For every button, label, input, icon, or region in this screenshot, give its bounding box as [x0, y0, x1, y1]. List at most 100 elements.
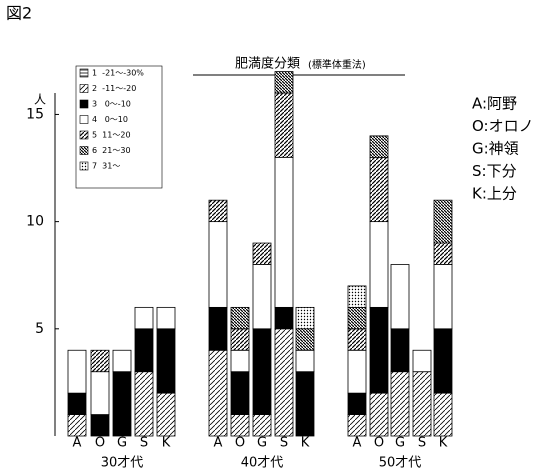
x-tick-label: S [140, 436, 148, 451]
site-legend-label: K:上分 [472, 185, 517, 203]
bar-segment [156, 328, 176, 394]
y-tick-label: 15 [26, 106, 44, 122]
legend-label: 4 0～10 [92, 115, 128, 124]
chart-title: 肥満度分類 [235, 56, 300, 72]
y-tick-label: 10 [26, 214, 44, 230]
bar-segment [274, 156, 294, 308]
legend-swatch [79, 68, 89, 78]
bar-segment [230, 349, 250, 373]
bar-segment [90, 349, 110, 373]
bar-segment [112, 371, 132, 437]
x-tick-label: S [418, 436, 426, 451]
figure-label: 図2 [6, 4, 32, 23]
bar-segment [252, 414, 272, 437]
bar-segment [156, 392, 176, 437]
bar-segment [156, 306, 176, 330]
bar-segment [369, 306, 389, 394]
x-tick-label: O [374, 436, 384, 451]
bar-segment [134, 306, 154, 330]
bar-segment [134, 371, 154, 437]
bar-segment [208, 199, 228, 223]
legend-label: 6 21～30 [92, 146, 131, 155]
bar-segment [252, 264, 272, 330]
site-legend-label: A:阿野 [472, 95, 517, 113]
bar-segment [433, 328, 453, 394]
bar-segment [295, 371, 315, 437]
site-legend-label: O:オロノ [472, 117, 534, 135]
bar-segment [347, 328, 367, 351]
bar-segment [390, 264, 410, 330]
x-tick-label: A [214, 436, 223, 451]
bar-segment [412, 349, 432, 373]
x-tick-label: S [280, 436, 288, 451]
bar-segment [347, 306, 367, 330]
bar-segment [252, 328, 272, 415]
bar-segment [369, 392, 389, 437]
bar-segment [230, 414, 250, 437]
x-tick-label: K [301, 436, 310, 451]
legend-swatch [79, 161, 89, 171]
x-tick-label: A [353, 436, 362, 451]
bar-segment [67, 349, 87, 394]
legend-swatch [79, 130, 89, 140]
legend-label: 5 11～20 [92, 131, 131, 140]
y-label: 人 [34, 93, 46, 107]
site-legend-label: S:下分 [472, 162, 517, 180]
x-tick-label: G [257, 436, 267, 451]
legend-label: 7 31～ [92, 162, 120, 171]
bar-segment [230, 328, 250, 351]
bar-segment [433, 392, 453, 437]
bar-segment [208, 221, 228, 308]
chart-subtitle: (標準体重法) [308, 58, 366, 71]
bar-segment [347, 349, 367, 394]
bar-segment [295, 349, 315, 373]
bar-segment [347, 285, 367, 308]
bar-segment [230, 306, 250, 330]
bar-segment [230, 371, 250, 415]
bar-segment [347, 414, 367, 437]
legend-box [75, 65, 163, 189]
bar-segment [90, 414, 110, 437]
bar-segment [369, 135, 389, 158]
bar-segment [369, 156, 389, 223]
bar-segment [274, 71, 294, 94]
legend-label: 2 -11～-20 [92, 84, 136, 93]
bar-segment [90, 371, 110, 415]
bar-segment [433, 264, 453, 330]
bar-segment [134, 328, 154, 373]
x-tick-label: O [235, 436, 245, 451]
bar-segment [347, 392, 367, 415]
bar-segment [390, 371, 410, 437]
legend-swatch [79, 84, 89, 93]
bar-segment [274, 306, 294, 330]
bar-segment [433, 199, 453, 244]
x-tick-label: O [95, 436, 105, 451]
bar-segment [67, 414, 87, 437]
y-tick-label: 5 [35, 321, 44, 337]
bar-segment [412, 371, 432, 437]
x-tick-label: G [395, 436, 405, 451]
site-legend-label: G:神領 [472, 140, 519, 158]
bar-segment [208, 349, 228, 437]
bar-segment [274, 328, 294, 437]
x-tick-label: A [73, 436, 82, 451]
bar-segment [433, 242, 453, 265]
bar-segment [369, 221, 389, 308]
bar-segment [67, 392, 87, 415]
bar-segment [295, 306, 315, 330]
bar-segment [252, 242, 272, 265]
legend-label: 1 -21～-30% [92, 69, 144, 78]
legend-swatch [79, 146, 89, 155]
group-label: 50才代 [379, 456, 422, 471]
legend-label: 3 0～-10 [92, 100, 131, 109]
x-tick-label: K [439, 436, 448, 451]
bar-segment [274, 92, 294, 158]
bar-segment [390, 328, 410, 373]
group-label: 30才代 [101, 456, 144, 471]
legend-swatch [79, 99, 89, 109]
bar-segment [112, 349, 132, 373]
x-tick-label: G [117, 436, 127, 451]
group-label: 40才代 [241, 456, 284, 471]
legend-swatch [79, 115, 89, 124]
